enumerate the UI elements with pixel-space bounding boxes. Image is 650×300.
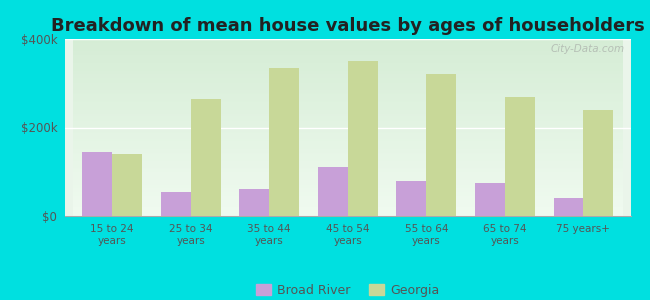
Bar — [584, 110, 613, 216]
Bar — [505, 97, 535, 216]
Text: City-Data.com: City-Data.com — [551, 44, 625, 54]
Bar — [348, 61, 378, 216]
Bar — [190, 99, 220, 216]
Bar — [269, 68, 299, 216]
Bar — [475, 183, 505, 216]
Bar — [161, 192, 190, 216]
Bar — [112, 154, 142, 216]
Bar — [554, 198, 584, 216]
Title: Breakdown of mean house values by ages of householders: Breakdown of mean house values by ages o… — [51, 17, 645, 35]
Bar — [83, 152, 112, 216]
Bar — [318, 167, 348, 216]
Legend: Broad River, Georgia: Broad River, Georgia — [251, 279, 445, 300]
Bar — [239, 190, 269, 216]
Bar — [396, 181, 426, 216]
Bar — [426, 74, 456, 216]
